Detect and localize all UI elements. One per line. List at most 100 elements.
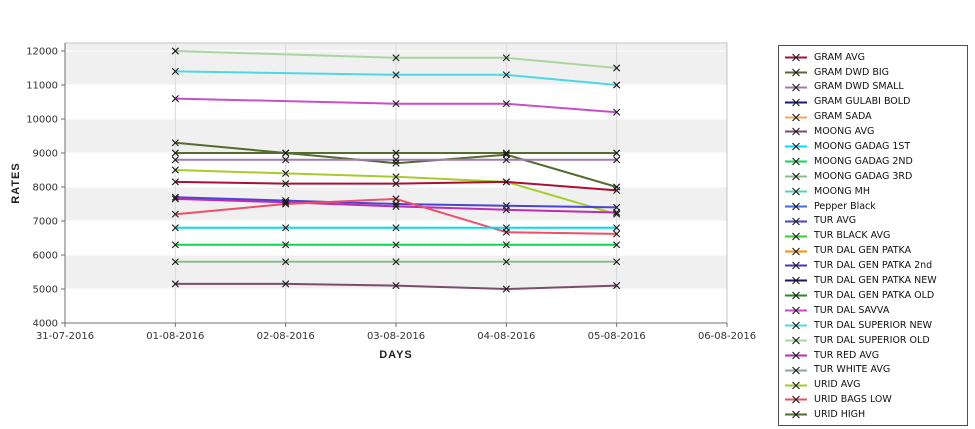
legend-item: Pepper Black <box>784 199 967 214</box>
legend-item-label: URID HIGH <box>814 409 866 421</box>
legend-marker-icon <box>785 217 807 226</box>
legend-item: URID AVG <box>784 378 967 393</box>
legend-marker-icon <box>785 187 807 196</box>
legend-item-label: TUR WHITE AVG <box>814 364 891 376</box>
legend-item-label: GRAM DWD BIG <box>814 66 890 78</box>
series-line-tur-dal-superior-new <box>175 70 617 86</box>
y-tick-label: 4000 <box>33 319 58 330</box>
y-tick-label: 9000 <box>33 149 58 160</box>
legend-item-label: TUR AVG <box>814 215 857 227</box>
legend-marker-icon <box>785 351 807 360</box>
legend-marker-icon <box>785 53 807 62</box>
y-tick-label: 10000 <box>26 115 58 126</box>
x-tick-label: 03-08-2016 <box>367 331 425 342</box>
legend-item-label: TUR DAL GEN PATKA OLD <box>814 289 935 301</box>
legend-item-label: GRAM SADA <box>814 111 872 123</box>
legend-item: TUR DAL SUPERIOR OLD <box>784 333 967 348</box>
legend-item: GRAM DWD BIG <box>784 65 967 80</box>
x-tick-label: 06-08-2016 <box>698 331 756 342</box>
legend-item-label: TUR DAL GEN PATKA 2nd <box>814 260 933 272</box>
legend-item-label: TUR DAL SUPERIOR OLD <box>814 334 930 346</box>
legend-item-label: TUR DAL GEN PATKA NEW <box>814 275 937 287</box>
legend-item-label: MOONG GADAG 2ND <box>814 155 913 167</box>
legend-marker-icon <box>785 291 807 300</box>
x-tick-label: 02-08-2016 <box>257 331 315 342</box>
legend-marker-icon <box>785 157 807 166</box>
legend-item: TUR DAL GEN PATKA OLD <box>784 288 967 303</box>
legend-item-label: URID AVG <box>814 379 861 391</box>
legend-marker-icon <box>785 276 807 285</box>
legend-item: TUR RED AVG <box>784 348 967 363</box>
legend-item-label: TUR BLACK AVG <box>814 230 891 242</box>
legend-item: MOONG AVG <box>784 124 967 139</box>
legend-marker-icon <box>785 396 807 404</box>
legend-item: TUR WHITE AVG <box>784 363 967 378</box>
x-axis-title: DAYS <box>379 349 413 361</box>
legend-item-label: GRAM GULABI BOLD <box>814 96 911 108</box>
legend-marker-icon <box>785 113 807 121</box>
legend-item: TUR DAL GEN PATKA 2nd <box>784 258 967 273</box>
legend-item-label: GRAM AVG <box>814 51 866 63</box>
legend-item: GRAM SADA <box>784 110 967 125</box>
legend-item: TUR DAL GEN PATKA <box>784 244 967 259</box>
y-tick-label: 11000 <box>26 81 58 92</box>
y-tick-label: 12000 <box>26 47 58 58</box>
legend-item-label: MOONG MH <box>814 185 870 197</box>
legend-item: URID BAGS LOW <box>784 392 967 407</box>
y-tick-label: 6000 <box>33 251 58 262</box>
legend-marker-icon <box>785 381 807 389</box>
legend-item-label: TUR DAL SAVVA <box>814 304 890 316</box>
legend-item: GRAM DWD SMALL <box>784 80 967 95</box>
legend-item-label: TUR DAL SUPERIOR NEW <box>814 319 933 331</box>
legend-item: TUR BLACK AVG <box>784 229 967 244</box>
y-tick-label: 5000 <box>33 285 58 296</box>
legend-item-label: TUR RED AVG <box>814 349 880 361</box>
legend-marker-icon <box>785 366 807 375</box>
legend-marker-icon <box>785 321 807 330</box>
legend-item-label: GRAM DWD SMALL <box>814 81 904 93</box>
series-line-tur-dal-savva <box>175 97 617 114</box>
legend: GRAM AVG GRAM DWD BIG GRAM DWD SMALL GRAM G… <box>778 45 968 426</box>
legend-marker-icon <box>785 98 807 106</box>
legend-marker-icon <box>785 232 807 241</box>
legend-item: MOONG GADAG 2ND <box>784 154 967 169</box>
legend-marker-icon <box>785 306 807 315</box>
legend-item: TUR DAL SUPERIOR NEW <box>784 318 967 333</box>
legend-item: GRAM GULABI BOLD <box>784 95 967 110</box>
y-tick-label: 7000 <box>33 217 58 228</box>
legend-marker-icon <box>785 128 807 136</box>
legend-item: TUR AVG <box>784 214 967 229</box>
legend-item: TUR DAL GEN PATKA NEW <box>784 273 967 288</box>
point-markers <box>171 47 621 293</box>
legend-item-label: MOONG AVG <box>814 126 875 138</box>
legend-marker-icon <box>785 83 807 92</box>
series-line-tur-dal-superior-old <box>175 50 617 69</box>
legend-marker-icon <box>785 202 807 211</box>
legend-item: MOONG GADAG 1ST <box>784 139 967 154</box>
y-axis-title: RATES <box>10 162 22 204</box>
x-tick-label: 05-08-2016 <box>588 331 646 342</box>
legend-item: URID HIGH <box>784 407 967 422</box>
legend-item: GRAM AVG <box>784 50 967 65</box>
legend-item: MOONG MH <box>784 184 967 199</box>
legend-marker-icon <box>785 172 807 181</box>
legend-marker-icon <box>785 142 807 151</box>
legend-item-label: TUR DAL GEN PATKA <box>814 245 912 257</box>
x-tick-label: 04-08-2016 <box>477 331 535 342</box>
legend-item: TUR DAL SAVVA <box>784 303 967 318</box>
x-tick-label: 01-08-2016 <box>146 331 204 342</box>
axes <box>61 43 728 327</box>
legend-marker-icon <box>785 68 807 77</box>
legend-item-label: URID BAGS LOW <box>814 394 892 406</box>
legend-marker-icon <box>785 262 807 270</box>
legend-item-label: MOONG GADAG 1ST <box>814 141 911 153</box>
legend-marker-icon <box>785 247 807 255</box>
x-tick-label: 31-07-2016 <box>36 331 94 342</box>
y-tick-label: 8000 <box>33 183 58 194</box>
legend-item-label: MOONG GADAG 3RD <box>814 170 913 182</box>
axis-tick-labels: 4000 5000 6000 7000 8000 9000 10000 11000 12000 3… <box>26 47 756 343</box>
legend-item: MOONG GADAG 3RD <box>784 169 967 184</box>
legend-marker-icon <box>785 336 807 345</box>
